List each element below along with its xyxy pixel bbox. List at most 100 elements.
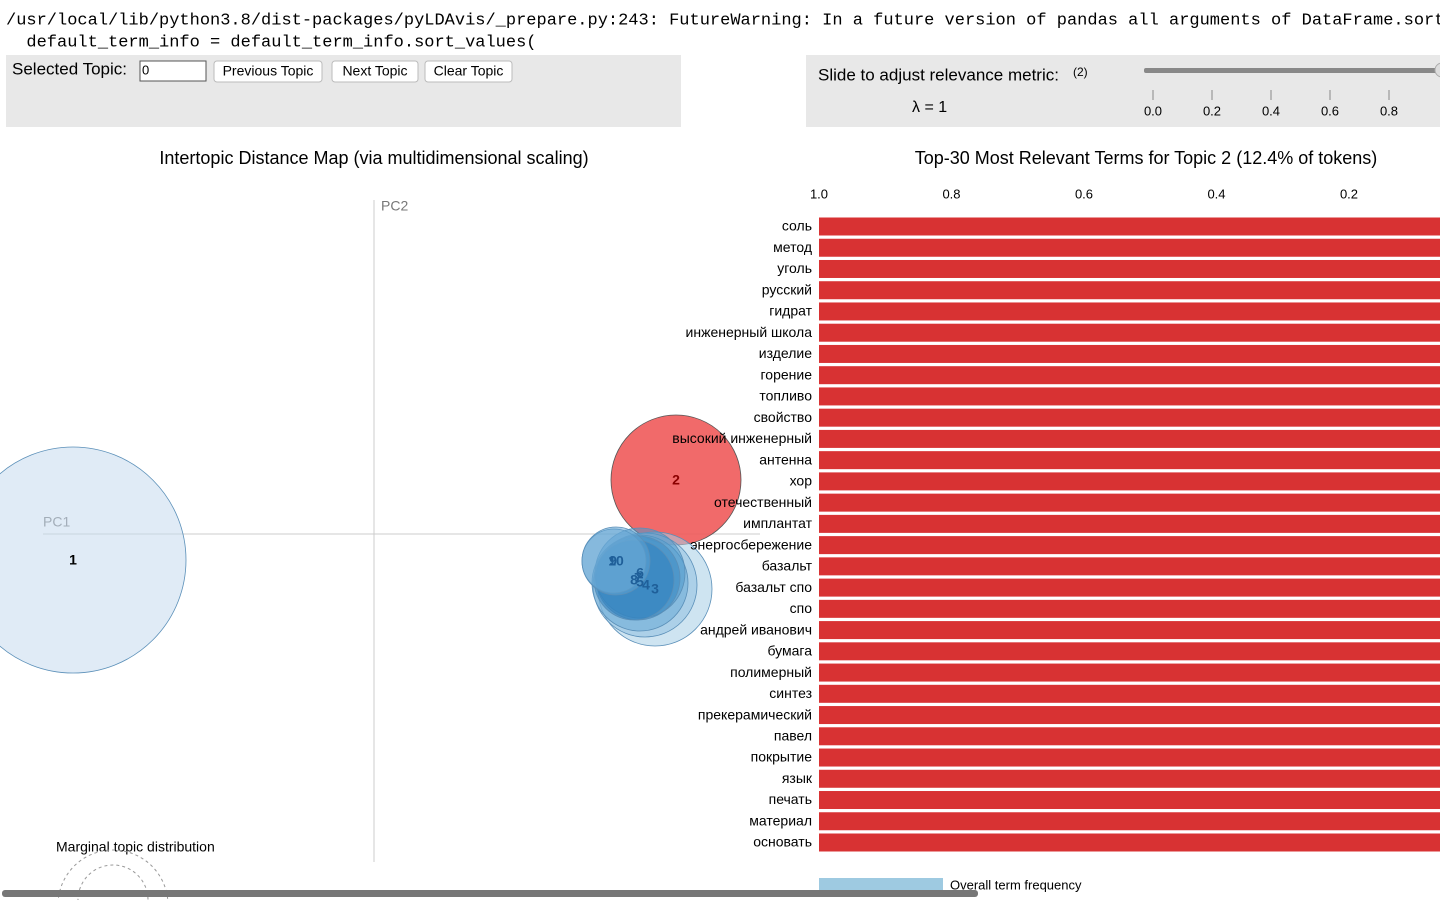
button-label[interactable]: Next Topic — [342, 63, 407, 79]
marginal-circle — [57, 849, 169, 900]
slider-tick-label: 0.6 — [1321, 103, 1339, 118]
term-label[interactable]: горение — [761, 366, 813, 382]
term-label[interactable]: антенна — [759, 451, 812, 467]
term-bar — [819, 536, 1440, 555]
term-bar — [819, 472, 1440, 491]
term-bar — [819, 599, 1440, 618]
warning-line: /usr/local/lib/python3.8/dist-packages/p… — [6, 11, 1440, 30]
term-bar — [819, 727, 1440, 746]
term-bar — [819, 557, 1440, 576]
term-label[interactable]: синтез — [769, 685, 812, 701]
term-label[interactable]: высокий инженерный — [672, 430, 812, 446]
topic-circle[interactable] — [0, 446, 187, 674]
term-label[interactable]: бумага — [767, 643, 812, 659]
slider-track[interactable] — [1144, 68, 1440, 73]
x-tick-label: 0.6 — [1075, 186, 1093, 201]
term-bar — [819, 514, 1440, 533]
term-bar — [819, 217, 1440, 236]
marginal-label: Marginal topic distribution — [56, 839, 215, 855]
term-bar — [819, 451, 1440, 470]
term-bar — [819, 684, 1440, 703]
term-bar — [819, 429, 1440, 448]
term-bar — [819, 578, 1440, 597]
term-label[interactable]: инженерный школа — [686, 324, 813, 340]
topic-circle[interactable] — [581, 526, 651, 596]
term-label[interactable]: топливо — [759, 388, 812, 404]
term-bar — [819, 323, 1440, 342]
slider-handle[interactable] — [1434, 62, 1440, 78]
topic-label: 1 — [69, 552, 77, 568]
term-bar — [819, 344, 1440, 363]
term-label[interactable]: основать — [753, 834, 812, 850]
term-label[interactable]: энергосбережение — [690, 536, 812, 552]
topic-label: 8 — [630, 572, 638, 588]
button-label[interactable]: Previous Topic — [223, 63, 314, 79]
term-bar — [819, 812, 1440, 831]
term-bar — [819, 408, 1440, 427]
term-label[interactable]: уголь — [777, 260, 812, 276]
term-label[interactable]: имплантат — [743, 515, 812, 531]
x-tick-label: 0.2 — [1340, 186, 1358, 201]
term-label[interactable]: базальт спо — [735, 579, 812, 595]
term-bar — [819, 366, 1440, 385]
button[interactable] — [331, 60, 419, 83]
term-label[interactable]: гидрат — [769, 303, 812, 319]
topic-label: 5 — [636, 574, 644, 590]
term-bar — [819, 621, 1440, 640]
term-label[interactable]: соль — [782, 218, 812, 234]
slider-panel — [806, 55, 1440, 127]
pc2-label: PC2 — [381, 198, 408, 214]
topic-label: 2 — [672, 472, 680, 488]
term-label[interactable]: отечественный — [714, 494, 812, 510]
term-bar — [819, 769, 1440, 788]
slider-note: (2) — [1073, 65, 1088, 79]
term-label[interactable]: базальт — [762, 558, 813, 574]
term-label[interactable]: хор — [790, 473, 813, 489]
marginal-circle — [77, 864, 149, 900]
button[interactable] — [213, 60, 323, 83]
term-label[interactable]: русский — [762, 281, 812, 297]
map-title: Intertopic Distance Map (via multidimens… — [159, 148, 588, 168]
term-label[interactable]: полимерный — [730, 664, 812, 680]
button-label[interactable]: Clear Topic — [434, 63, 504, 79]
topic-input-value[interactable]: 0 — [142, 62, 149, 77]
topic-label: 9 — [609, 553, 617, 569]
topic-label: 10 — [608, 553, 624, 569]
term-label[interactable]: изделие — [759, 345, 812, 361]
term-bar — [819, 493, 1440, 512]
lambda-value: λ = 1 — [912, 99, 947, 116]
term-label[interactable]: печать — [769, 791, 812, 807]
term-label[interactable]: андрей иванович — [700, 621, 812, 637]
topic-label: 6 — [636, 565, 644, 581]
term-bar — [819, 281, 1440, 300]
slider-tick-label: 0.4 — [1262, 103, 1280, 118]
button[interactable] — [424, 60, 513, 83]
term-label[interactable]: свойство — [754, 409, 813, 425]
term-label[interactable]: спо — [790, 600, 813, 616]
term-bars: 1.0 0.8 0.6 0.4 0.2 соль метод уголь русский гидр… — [672, 186, 1440, 852]
term-label[interactable]: материал — [749, 812, 812, 828]
topic-label: 3 — [651, 581, 659, 597]
term-bar — [819, 791, 1440, 810]
x-tick-label: 0.4 — [1207, 186, 1225, 201]
term-label[interactable]: метод — [773, 239, 812, 255]
term-label[interactable]: прекерамический — [698, 706, 812, 722]
slider-tick-label: 0.0 — [1144, 103, 1162, 118]
term-label[interactable]: павел — [774, 727, 812, 743]
term-bar — [819, 663, 1440, 682]
term-bar — [819, 302, 1440, 321]
topic-label: 4 — [642, 577, 650, 593]
scrollbar[interactable] — [2, 890, 978, 897]
term-label[interactable]: покрытие — [751, 749, 813, 765]
term-bar — [819, 387, 1440, 406]
term-bar — [819, 833, 1440, 852]
selected-topic-label: Selected Topic: — [12, 59, 127, 78]
term-bar — [819, 748, 1440, 767]
term-bar — [819, 238, 1440, 257]
legend-label: Overall term frequency — [950, 877, 1082, 892]
term-label[interactable]: язык — [782, 770, 813, 786]
topic-input[interactable] — [139, 60, 207, 82]
term-bar — [819, 706, 1440, 725]
